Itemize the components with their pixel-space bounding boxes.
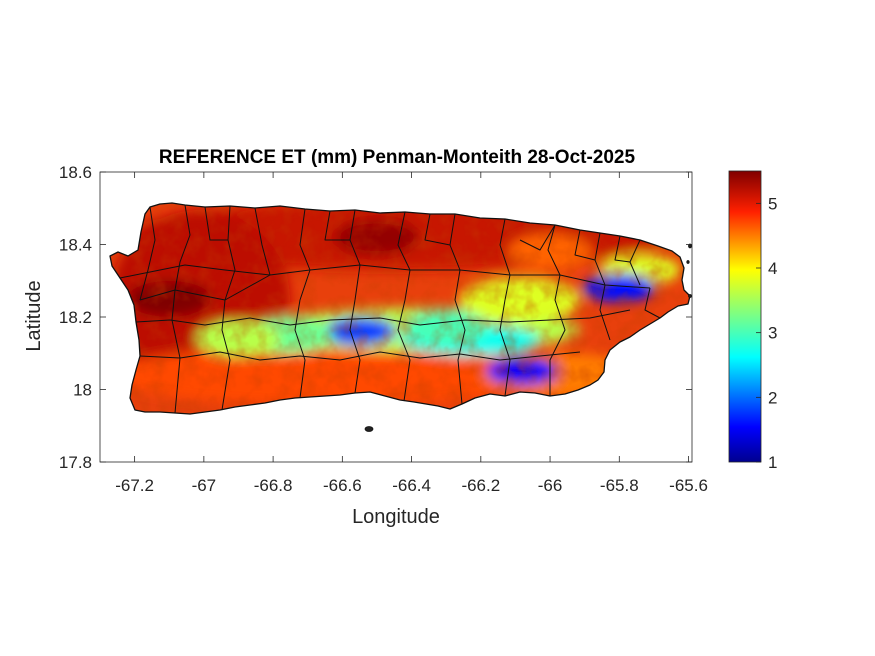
municipality-boundary	[299, 208, 311, 301]
municipality-boundary	[549, 274, 566, 396]
x-tick-label: -66	[538, 476, 563, 495]
municipality-boundary	[171, 289, 181, 414]
municipality-boundary	[139, 351, 581, 361]
x-axis-label: Longitude	[352, 506, 440, 528]
y-tick-label: 17.8	[59, 453, 92, 472]
y-tick-label: 18.6	[59, 163, 92, 182]
et-heatmap-field	[110, 203, 690, 414]
colorbar	[728, 170, 762, 463]
colorbar-ticks: 1 2 3 4 5	[756, 194, 777, 472]
chart-title: REFERENCE ET (mm) Penman-Monteith 28-Oct…	[159, 147, 636, 168]
x-tick-label: -66.8	[254, 476, 293, 495]
puerto-rico-coastline	[109, 202, 691, 415]
municipality-boundary	[221, 299, 231, 411]
small-islands	[364, 243, 692, 432]
colorbar-tick-label: 2	[768, 388, 777, 407]
x-tick-label: -67.2	[115, 476, 154, 495]
municipality-boundary	[519, 224, 556, 251]
colorbar-tick-label: 4	[768, 259, 777, 278]
municipality-boundary	[224, 205, 236, 301]
municipality-boundary	[139, 206, 156, 301]
municipality-boundary	[324, 210, 350, 241]
municipality-boundaries	[119, 204, 661, 414]
y-tick-label: 18	[73, 381, 92, 400]
x-tick-label: -66.4	[392, 476, 431, 495]
y-axis-ticks: 17.8 18 18.2 18.4 18.6	[59, 163, 692, 472]
municipality-boundary	[499, 299, 511, 397]
municipality-boundary	[174, 204, 191, 291]
municipality-boundary	[599, 284, 611, 341]
municipality-boundary	[574, 229, 596, 261]
municipality-boundary	[397, 211, 411, 301]
municipality-boundary	[349, 209, 361, 301]
municipality-boundary	[499, 218, 511, 301]
municipality-boundary	[547, 224, 561, 276]
municipality-boundary	[397, 299, 411, 402]
colorbar-tick-label: 5	[768, 194, 777, 213]
y-tick-label: 18.4	[59, 236, 92, 255]
y-axis-label: Latitude	[23, 280, 45, 351]
municipality-boundary	[135, 309, 631, 326]
municipality-boundary	[254, 207, 271, 276]
x-tick-label: -66.2	[461, 476, 500, 495]
x-axis-ticks: -67.2 -67 -66.8 -66.6 -66.4 -66.2 -66 -65.8 -65.…	[115, 172, 708, 495]
x-tick-label: -65.8	[600, 476, 639, 495]
municipality-boundary	[204, 206, 228, 241]
municipality-boundary	[454, 269, 466, 405]
municipality-boundary	[424, 213, 451, 246]
colorbar-tick-label: 3	[768, 324, 777, 343]
x-tick-label: -66.6	[323, 476, 362, 495]
municipality-boundary	[139, 274, 271, 301]
municipality-boundary	[614, 235, 631, 263]
municipality-boundary	[349, 299, 361, 394]
municipality-boundary	[644, 287, 661, 319]
x-tick-label: -67	[192, 476, 217, 495]
y-tick-label: 18.2	[59, 308, 92, 327]
municipality-boundary	[294, 299, 306, 399]
x-tick-label: -65.6	[669, 476, 708, 495]
colorbar-tick-label: 1	[768, 453, 777, 472]
